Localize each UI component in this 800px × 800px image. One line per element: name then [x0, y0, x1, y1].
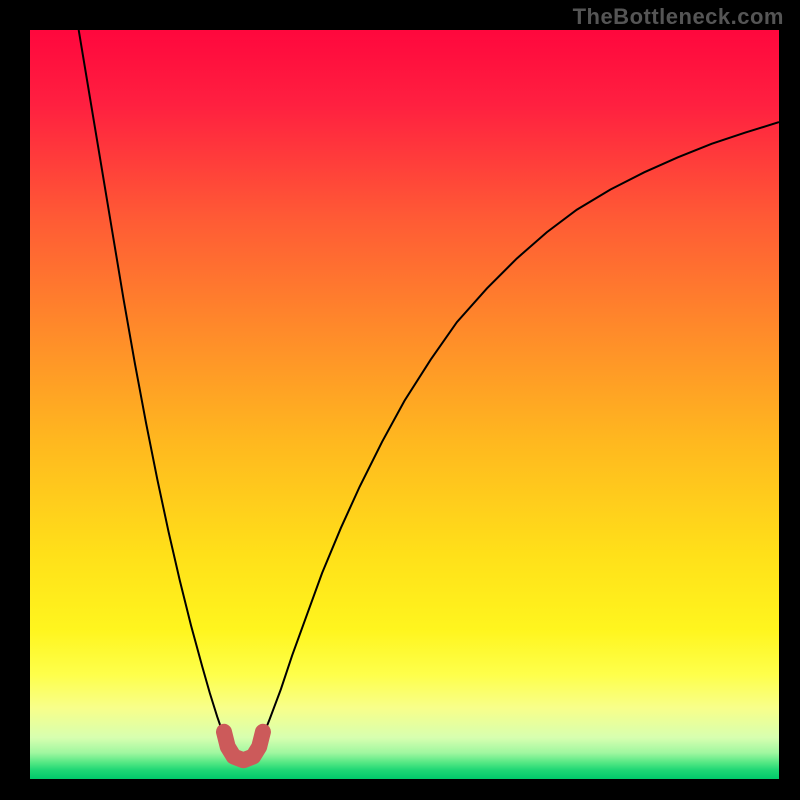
- plot-svg: [30, 30, 779, 779]
- watermark-text: TheBottleneck.com: [573, 4, 784, 30]
- plot-area: [30, 30, 779, 779]
- figure-root: TheBottleneck.com: [0, 0, 800, 800]
